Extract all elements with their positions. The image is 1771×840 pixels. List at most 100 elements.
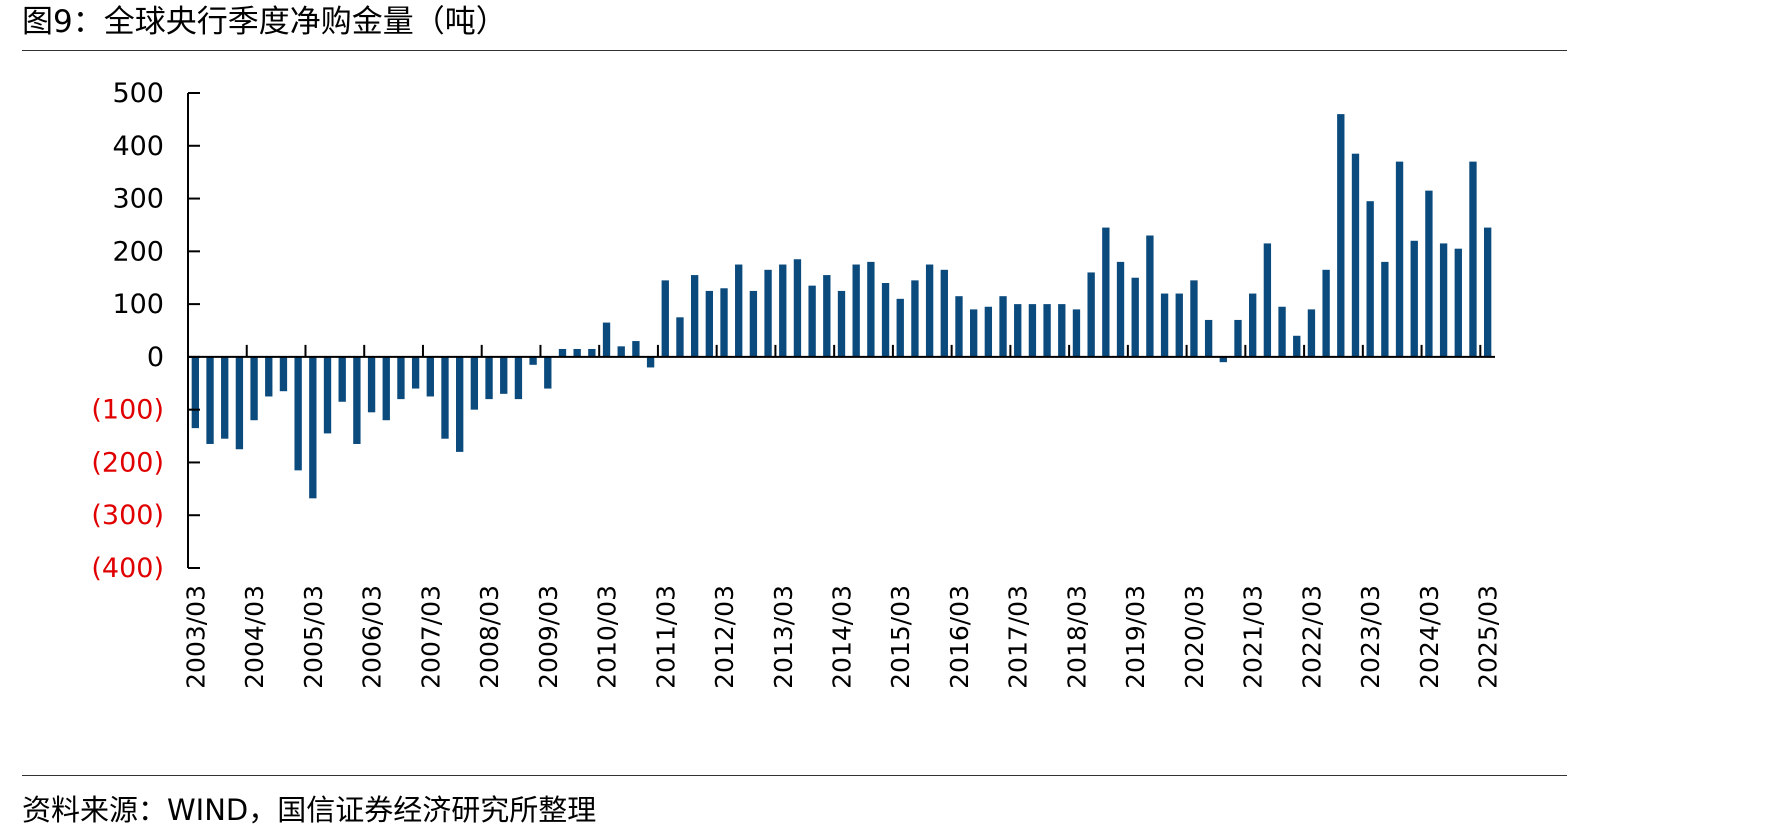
bar <box>573 348 581 357</box>
y-tick-label: 0 <box>147 342 164 373</box>
bar <box>1278 306 1286 357</box>
bar <box>676 317 684 357</box>
bar <box>1410 240 1418 357</box>
bar <box>309 356 317 499</box>
bar <box>1116 261 1125 357</box>
x-tick-label: 2005/03 <box>299 585 328 689</box>
y-tick-label: 500 <box>112 78 164 109</box>
bar <box>1249 293 1257 357</box>
bar <box>735 264 743 357</box>
x-tick-label: 2007/03 <box>416 585 445 689</box>
x-tick-label: 2012/03 <box>710 585 739 689</box>
bar <box>588 348 596 357</box>
bar <box>411 356 420 389</box>
bar <box>367 356 376 413</box>
bar <box>999 296 1007 357</box>
bar <box>1395 161 1404 357</box>
bar <box>602 322 611 357</box>
bar <box>426 356 434 397</box>
bar <box>1293 335 1301 357</box>
bar <box>558 348 567 357</box>
x-tick-label: 2018/03 <box>1062 585 1091 689</box>
x-tick-label: 2015/03 <box>886 585 915 689</box>
bar <box>1381 261 1389 357</box>
top-divider <box>22 50 1567 51</box>
y-tick-label: 100 <box>112 289 164 320</box>
bar <box>749 290 758 357</box>
bar <box>984 306 993 357</box>
x-tick-label: 2025/03 <box>1474 585 1503 689</box>
bar <box>1072 309 1081 357</box>
bar <box>1483 227 1492 357</box>
bar <box>279 356 288 392</box>
bar <box>823 275 831 357</box>
bar <box>500 356 508 394</box>
bar <box>617 346 625 357</box>
source-note: 资料来源：WIND，国信证券经济研究所整理 <box>22 793 597 827</box>
bar <box>1425 190 1433 357</box>
bar <box>911 280 919 357</box>
bar <box>837 290 846 357</box>
chart-title: 图9：全球央行季度净购金量（吨） <box>22 4 507 40</box>
x-tick-label: 2004/03 <box>240 585 269 689</box>
bar <box>1131 277 1139 357</box>
bar <box>456 356 464 452</box>
bar <box>1102 227 1110 357</box>
bar <box>1366 201 1374 357</box>
bar <box>1351 153 1360 357</box>
bar <box>338 356 346 402</box>
bar <box>1028 304 1037 357</box>
y-tick-label: (400) <box>91 553 164 584</box>
bar <box>632 341 640 357</box>
bar <box>881 283 890 357</box>
x-tick-label: 2011/03 <box>651 585 680 689</box>
bar <box>955 296 963 357</box>
bar <box>867 261 875 357</box>
y-tick-label: 300 <box>112 184 164 215</box>
bar <box>397 356 405 400</box>
bar <box>221 356 229 439</box>
bar-series <box>191 114 1492 499</box>
bar <box>1469 161 1477 357</box>
bar <box>661 280 669 357</box>
y-axis-ticks: 500 400 300 200 100 0 (100) (200) (300) (400) <box>91 78 200 584</box>
x-axis-ticks: 2003/03 2004/03 2005/03 2006/03 2007/03 2008/… <box>181 344 1503 689</box>
x-tick-label: 2009/03 <box>534 585 563 689</box>
bar <box>1219 356 1227 363</box>
bar <box>764 269 772 357</box>
bar <box>705 290 713 357</box>
bar <box>1307 309 1316 357</box>
x-tick-label: 2003/03 <box>181 585 210 689</box>
bar <box>1175 293 1183 357</box>
bar <box>191 356 200 429</box>
x-tick-label: 2020/03 <box>1180 585 1209 689</box>
bar <box>1160 293 1169 357</box>
bar <box>1014 304 1022 357</box>
y-tick-label: (100) <box>91 395 164 426</box>
y-tick-label: (200) <box>91 447 164 478</box>
x-tick-label: 2021/03 <box>1239 585 1268 689</box>
bar <box>720 288 728 357</box>
bar <box>1146 235 1154 357</box>
bar-chart: 500 400 300 200 100 0 (100) (200) (300) (400) 200… <box>91 78 1503 689</box>
x-tick-label: 2008/03 <box>475 585 504 689</box>
x-tick-label: 2023/03 <box>1356 585 1385 689</box>
bar <box>353 356 361 444</box>
bar <box>323 356 332 434</box>
x-tick-label: 2014/03 <box>828 585 857 689</box>
bar <box>793 259 802 357</box>
bar <box>808 285 816 357</box>
bar <box>1058 304 1066 357</box>
bar <box>1263 243 1272 357</box>
bar <box>925 264 934 357</box>
bar <box>514 356 523 400</box>
bar <box>382 356 390 421</box>
bar <box>779 264 787 357</box>
bar <box>250 356 258 421</box>
bar <box>294 356 302 471</box>
bar <box>206 356 214 444</box>
x-tick-label: 2019/03 <box>1121 585 1150 689</box>
bar <box>485 356 493 400</box>
x-tick-label: 2010/03 <box>593 585 622 689</box>
bar <box>896 298 904 357</box>
